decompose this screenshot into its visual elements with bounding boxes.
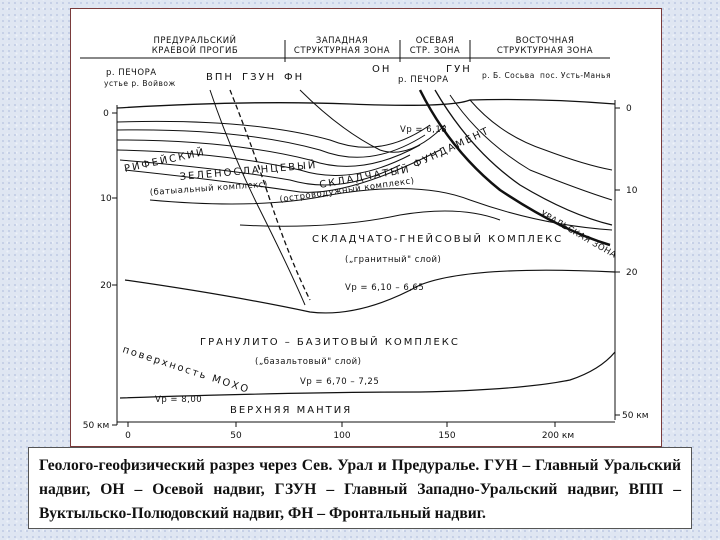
zone-label: ОСЕВАЯ: [416, 36, 455, 46]
locality: устье р. Войвож: [104, 79, 176, 88]
unit-label: Vp = 6,70 – 7,25: [300, 377, 379, 387]
unit-label: ЗЕЛЕНОСЛАНЦЕВЫЙ: [179, 158, 318, 183]
distance-label: 50: [230, 431, 242, 441]
distance-label: 200 км: [542, 431, 574, 441]
unit-label: поверхность МОХО: [121, 344, 251, 396]
unit-label: ГРАНУЛИТО – БАЗИТОВЫЙ КОМПЛЕКС: [200, 335, 460, 348]
zone-label: СТРУКТУРНАЯ ЗОНА: [497, 46, 593, 56]
depth-label: 20: [100, 281, 112, 291]
unit-label: Vp = 6,10 – 6,65: [345, 283, 424, 293]
depth-label: 50 км: [622, 411, 649, 421]
distance-label: 150: [438, 431, 455, 441]
locality: р. Б. Сосьва: [482, 71, 535, 80]
distance-label: 100: [333, 431, 350, 441]
cross-section: ПРЕДУРАЛЬСКИЙ КРАЕВОЙ ПРОГИБ ЗАПАДНАЯ СТ…: [80, 34, 649, 441]
thrust-label: ВПН: [206, 72, 234, 83]
unit-label: („гранитный" слой): [345, 255, 441, 265]
thrust-label: ФН: [284, 72, 304, 83]
depth-label: 10: [626, 186, 638, 196]
unit-label: СКЛАДЧАТО-ГНЕЙСОВЫЙ КОМПЛЕКС: [312, 232, 563, 245]
unit-label: Vp = 8,00: [155, 395, 202, 405]
zone-label: КРАЕВОЙ ПРОГИБ: [152, 44, 239, 56]
locality: р. ПЕЧОРА: [106, 68, 157, 78]
depth-label: 0: [626, 104, 632, 114]
unit-label: (батыальный комплекс): [150, 180, 269, 198]
zone-label: СТРУКТУРНАЯ ЗОНА: [294, 46, 390, 56]
unit-label: Vp = 6,18: [400, 125, 447, 135]
thrust-label: ОН: [372, 64, 391, 75]
depth-label: 50 км: [83, 421, 110, 431]
thrust-label: ГЗУН: [242, 72, 276, 83]
zone-label: СТР. ЗОНА: [410, 46, 461, 56]
caption: Геолого-геофизический разрез через Сев. …: [28, 447, 692, 529]
zone-label: ВОСТОЧНАЯ: [516, 36, 575, 46]
depth-label: 10: [100, 194, 112, 204]
zone-label: ЗАПАДНАЯ: [316, 36, 368, 46]
unit-label: („базальтовый" слой): [255, 357, 362, 367]
zone-label: ПРЕДУРАЛЬСКИЙ: [153, 34, 236, 46]
unit-label: ВЕРХНЯЯ МАНТИЯ: [230, 405, 352, 416]
distance-label: 0: [125, 431, 131, 441]
locality: р. ПЕЧОРА: [398, 75, 449, 85]
depth-label: 20: [626, 268, 638, 278]
thrust-label: ГУН: [446, 64, 472, 75]
figure-panel: ПРЕДУРАЛЬСКИЙ КРАЕВОЙ ПРОГИБ ЗАПАДНАЯ СТ…: [70, 8, 662, 447]
locality: пос. Усть-Манья: [540, 71, 611, 80]
depth-label: 0: [103, 109, 109, 119]
